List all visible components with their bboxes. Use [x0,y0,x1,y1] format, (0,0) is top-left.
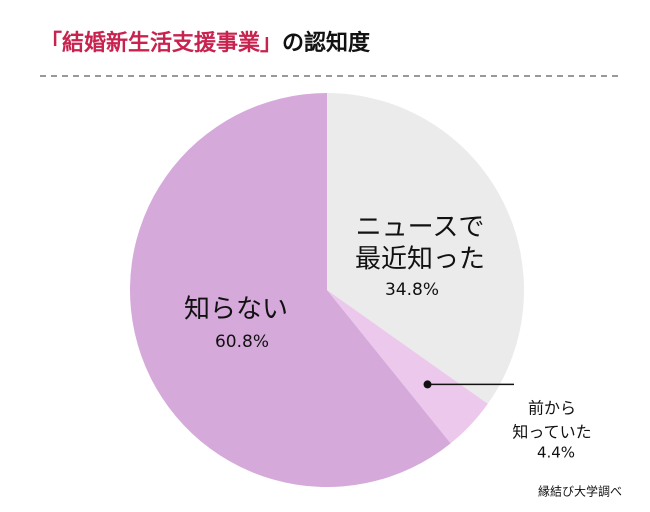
pie-slice [327,290,488,444]
slice-label: 知らない [184,295,288,325]
slice-label: 前から [528,399,576,418]
slice-label: 最近知った [355,245,485,275]
value-label: 34.8% [385,280,439,300]
title-highlight: 「結婚新生活支援事業」 [40,30,282,56]
pie-slice [327,93,524,404]
slice-label: ニュースで [356,213,485,243]
value-label: 4.4% [537,444,575,462]
pie-slice [130,93,451,487]
value-label: 60.8% [215,332,269,352]
chart-title: 「結婚新生活支援事業」の認知度 [40,30,371,56]
title-rest: の認知度 [282,30,371,56]
source: 縁結び大学調べ [538,484,622,499]
slice-label: 知っていた [512,423,591,442]
